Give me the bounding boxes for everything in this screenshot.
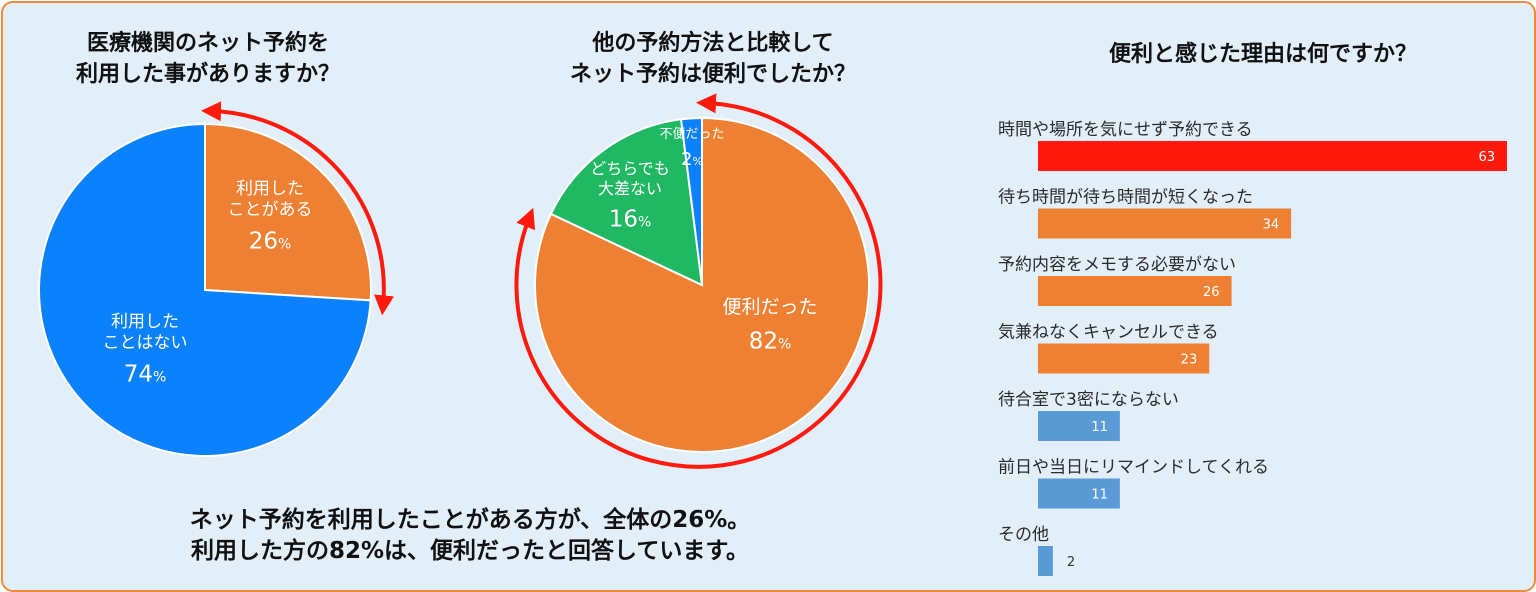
bar-6 [1038,546,1053,576]
pie2-slice-1-label-0: どちらでも [590,159,670,178]
conclusion-line1: ネット予約を利用したことがある方が、全体の26%。 [189,507,751,533]
pie1-title-line2: 利用した事がありますか？ [75,62,340,87]
pie2-slice-1-label-1: 大差ない [598,179,662,198]
bar-value-1: 34 [1263,218,1280,233]
bar-category-label-3: 気兼ねなくキャンセルできる [998,323,1219,343]
pie2-slice-2-label-0: 不便だった [659,127,724,142]
bar-1 [1038,208,1292,239]
bar-3 [1038,343,1210,374]
pie2-slice-0-percent: 82% [749,329,792,355]
bar-value-6: 2 [1067,555,1075,570]
pie1-slice-0-label-1: ことがある [228,200,313,220]
bar-value-4: 11 [1091,420,1108,435]
bar-category-label-2: 予約内容をメモする必要がない [998,255,1236,275]
bar-value-3: 23 [1181,353,1198,368]
bar-category-label-6: その他 [998,525,1049,545]
pie1-slice-1-label-0: 利用した [111,312,179,332]
pie1-arrow [201,101,394,316]
bar-4 [1038,411,1120,441]
bar-category-label-5: 前日や当日にリマインドしてくれる [998,458,1269,478]
bar-chart-reasons: 時間や場所を気にせず予約できる 63 待ち時間が待ち時間が短くなった 34 予約内容をメ… [998,120,1507,576]
pie2-slice-0-label-0: 便利だった [722,296,817,318]
pie2-title-line2: ネット予約は便利でしたか？ [569,62,856,87]
pie1-slice-0-label-0: 利用した [236,179,304,199]
bar-chart-title: 便利と感じた理由は何ですか？ [1108,42,1417,67]
pie2-title: 他の予約方法と比較して ネット予約は便利でしたか？ [523,28,903,90]
bar-category-label-0: 時間や場所を気にせず予約できる [998,120,1253,140]
pie2-title-line1: 他の予約方法と比較して [592,31,834,56]
pie1-title: 医療機関のネット予約を 利用した事がありますか？ [43,28,373,90]
conclusion-text: ネット予約を利用したことがある方が、全体の26%。 利用した方の82%は、便利だ… [100,505,840,567]
pie1-slice-1-percent: 74% [124,362,167,388]
bar-value-2: 26 [1203,285,1220,300]
conclusion-line2: 利用した方の82%は、便利だったと回答しています。 [190,538,750,564]
bar-value-0: 63 [1478,150,1495,165]
bar-0 [1038,141,1507,171]
pie1-slice-1-label-1: ことはない [103,333,188,353]
bar-2 [1038,276,1232,306]
pie1-title-line1: 医療機関のネット予約を [86,31,329,56]
pie2-arrow [514,93,883,469]
bar-5 [1038,478,1120,509]
bar-category-label-4: 待合室で3密にならない [998,390,1179,410]
bar-category-label-1: 待ち時間が待ち時間が短くなった [998,188,1253,208]
bar-value-5: 11 [1091,488,1108,503]
